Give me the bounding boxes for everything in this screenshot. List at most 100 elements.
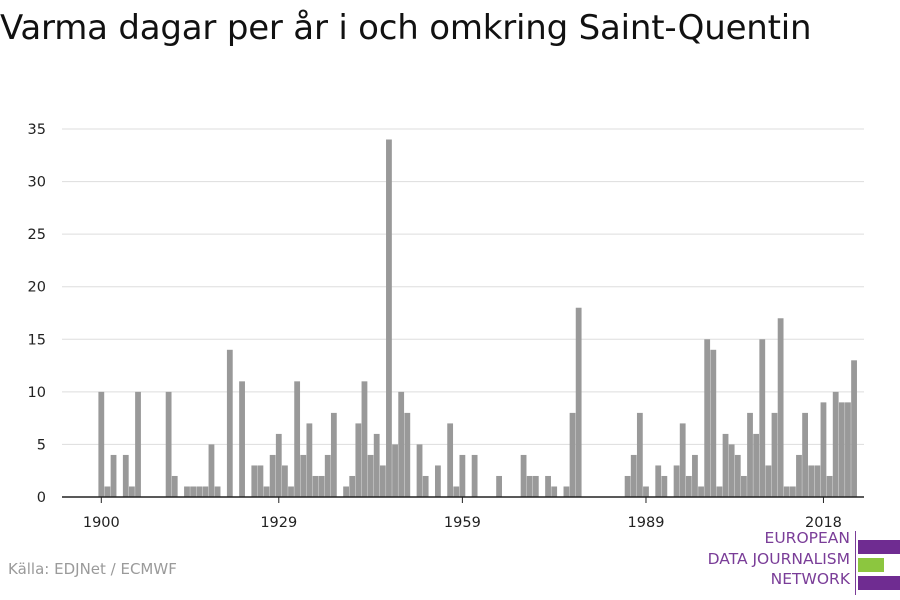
bar-2012 <box>783 486 790 497</box>
y-tick-label-0: 0 <box>37 490 46 506</box>
bar-1900 <box>98 391 105 497</box>
bar-1911 <box>165 391 172 497</box>
bar-2010 <box>771 412 778 497</box>
bar-1988 <box>636 412 643 497</box>
bar-1915 <box>190 486 196 497</box>
bar-1987 <box>630 454 637 497</box>
bar-1977 <box>569 412 576 497</box>
bar-1901 <box>104 486 111 497</box>
bar-1906 <box>135 391 141 497</box>
bar-1918 <box>208 444 215 497</box>
x-tick-label-1929: 1929 <box>260 515 297 531</box>
bar-1942 <box>355 423 362 497</box>
bar-1905 <box>129 486 135 497</box>
bar-2016 <box>808 465 815 497</box>
logo-line-2: DATA JOURNALISM <box>707 549 850 568</box>
logo-line-3: NETWORK <box>770 570 850 588</box>
bar-1953 <box>422 475 429 497</box>
bar-1959 <box>459 454 466 497</box>
bar-1933 <box>300 454 307 497</box>
bar-2017 <box>814 465 821 497</box>
bar-1904 <box>122 454 129 497</box>
bar-1965 <box>496 475 502 497</box>
y-tick-label-35: 35 <box>28 122 46 138</box>
bar-1943 <box>361 381 368 497</box>
bar-1926 <box>257 465 264 497</box>
bar-2019 <box>826 475 833 497</box>
bar-1978 <box>575 307 582 497</box>
y-tick-label-10: 10 <box>28 385 46 401</box>
grid-lines <box>62 128 864 445</box>
bar-2000 <box>710 349 717 497</box>
logo-text: EUROPEAN DATA JOURNALISM NETWORK <box>708 528 850 590</box>
logo-line-1: EUROPEAN <box>764 529 850 547</box>
bar-2002 <box>722 433 729 497</box>
bar-1958 <box>453 486 460 497</box>
chart-title: Varma dagar per år i och omkring Saint-Q… <box>0 8 812 48</box>
bar-2018 <box>820 402 827 497</box>
axes: 0 5 10 15 20 25 30 35 1900 1929 1959 1989 2018 <box>28 122 864 531</box>
bar-1941 <box>349 475 356 497</box>
y-tick-label-30: 30 <box>28 175 46 191</box>
bar-2004 <box>734 454 741 497</box>
bar-1946 <box>379 465 386 497</box>
bar-1994 <box>673 465 680 497</box>
bar-1995 <box>679 423 686 497</box>
bar-1970 <box>526 475 533 497</box>
bar-1923 <box>239 381 245 497</box>
bar-1997 <box>692 454 698 497</box>
bar-1950 <box>404 412 411 497</box>
bar-2007 <box>753 433 760 497</box>
bar-1999 <box>704 339 711 497</box>
y-tick-label-25: 25 <box>28 227 46 243</box>
bar-1932 <box>294 381 301 497</box>
source-note: Källa: EDJNet / ECMWF <box>8 560 177 578</box>
bar-1969 <box>520 454 527 497</box>
bar-1916 <box>196 486 203 497</box>
bar-1996 <box>685 475 692 497</box>
bar-1928 <box>269 454 276 497</box>
x-tick-label-1989: 1989 <box>628 515 665 531</box>
bar-1952 <box>416 444 423 497</box>
bar-1949 <box>398 391 405 497</box>
bar-1934 <box>306 423 313 497</box>
bar-2011 <box>777 318 784 497</box>
bar-1940 <box>343 486 349 497</box>
bar-2008 <box>759 339 766 497</box>
bar-1902 <box>110 454 117 497</box>
bar-1935 <box>312 475 319 497</box>
bar-1927 <box>263 486 270 497</box>
bar-1992 <box>661 475 668 497</box>
x-tick-label-1959: 1959 <box>444 515 481 531</box>
bar-1917 <box>202 486 209 497</box>
bar-2021 <box>838 402 845 497</box>
bar-1929 <box>275 433 282 497</box>
bar-1998 <box>698 486 704 497</box>
bar-1931 <box>288 486 294 497</box>
logo-bar-purple-bottom <box>858 576 900 590</box>
bar-1976 <box>563 486 570 497</box>
bar-1955 <box>435 465 441 497</box>
bar-1957 <box>447 423 454 497</box>
bar-2023 <box>851 360 857 497</box>
bar-1986 <box>624 475 631 497</box>
bar-1914 <box>184 486 190 497</box>
bar-2022 <box>845 402 851 497</box>
bar-1938 <box>330 412 337 497</box>
bar-1961 <box>471 454 478 497</box>
bar-1937 <box>324 454 331 497</box>
bar-2009 <box>765 465 772 497</box>
x-tick-label-2018: 2018 <box>805 515 842 531</box>
y-tick-label-5: 5 <box>37 437 46 453</box>
bar-2014 <box>796 454 802 497</box>
edjnet-logo: EUROPEAN DATA JOURNALISM NETWORK <box>700 528 900 598</box>
bar-1989 <box>643 486 649 497</box>
bars <box>98 139 857 497</box>
bar-2013 <box>789 486 796 497</box>
bar-1930 <box>282 465 288 497</box>
bar-1971 <box>532 475 539 497</box>
logo-bar-purple-top <box>858 540 900 554</box>
bar-2015 <box>802 412 808 497</box>
bar-1947 <box>386 139 392 497</box>
